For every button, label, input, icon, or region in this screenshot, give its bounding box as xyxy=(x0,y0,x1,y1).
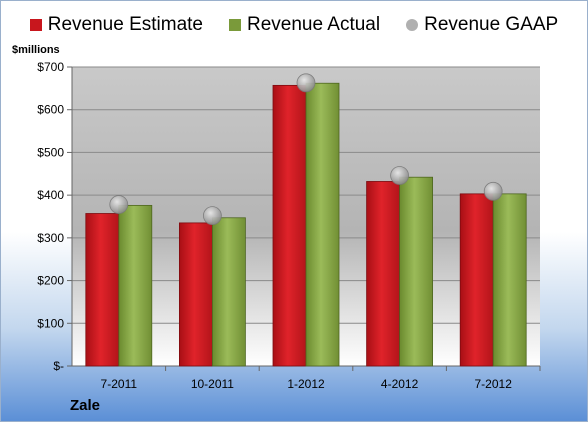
y-tick-label: $700 xyxy=(37,60,64,74)
x-tick-label: 1-2012 xyxy=(287,377,325,391)
bar-revenue-actual xyxy=(305,82,340,367)
bar-revenue-actual xyxy=(211,217,246,367)
bar-revenue-estimate xyxy=(85,213,120,367)
legend-swatch-revenue-gaap xyxy=(406,19,419,31)
y-tick-label: $200 xyxy=(37,274,64,288)
legend-item-revenue-estimate: Revenue Estimate xyxy=(29,14,203,36)
y-tick-label: $400 xyxy=(37,188,64,202)
y-tick-label: $- xyxy=(53,359,64,373)
y-tick-label: $100 xyxy=(37,316,64,330)
y-axis-unit-label: $millions xyxy=(12,44,60,56)
y-tick-label: $600 xyxy=(37,103,64,117)
bar-revenue-estimate xyxy=(366,181,401,367)
x-tick-label: 7-2011 xyxy=(101,377,138,391)
legend-item-revenue-actual: Revenue Actual xyxy=(229,14,380,36)
legend-label-revenue-actual: Revenue Actual xyxy=(247,14,381,35)
marker-revenue-gaap xyxy=(109,195,129,214)
bar-revenue-estimate xyxy=(459,193,494,367)
bar-revenue-estimate xyxy=(272,84,307,367)
marker-revenue-gaap xyxy=(483,181,503,201)
x-tick-label: 10-2011 xyxy=(191,377,234,391)
company-label: Zale xyxy=(70,397,101,414)
y-tick-label: $500 xyxy=(37,145,64,159)
bar-revenue-actual xyxy=(118,204,153,367)
y-tick-label: $300 xyxy=(37,231,64,245)
bar-revenue-actual xyxy=(399,176,434,367)
legend-swatch-revenue-actual xyxy=(229,19,241,31)
bar-revenue-estimate xyxy=(178,222,213,367)
marker-revenue-gaap xyxy=(390,166,410,185)
legend-item-revenue-gaap: Revenue GAAP xyxy=(406,14,558,36)
chart-legend: Revenue Estimate Revenue Actual Revenue … xyxy=(0,14,588,36)
marker-revenue-gaap xyxy=(296,73,316,93)
legend-label-revenue-estimate: Revenue Estimate xyxy=(47,14,203,35)
x-tick-label: 4-2012 xyxy=(381,377,419,391)
bar-revenue-actual xyxy=(492,193,527,367)
x-tick-label: 7-2012 xyxy=(475,377,513,391)
legend-label-revenue-gaap: Revenue GAAP xyxy=(424,14,559,35)
marker-revenue-gaap xyxy=(202,206,222,226)
legend-swatch-revenue-estimate xyxy=(29,19,42,31)
